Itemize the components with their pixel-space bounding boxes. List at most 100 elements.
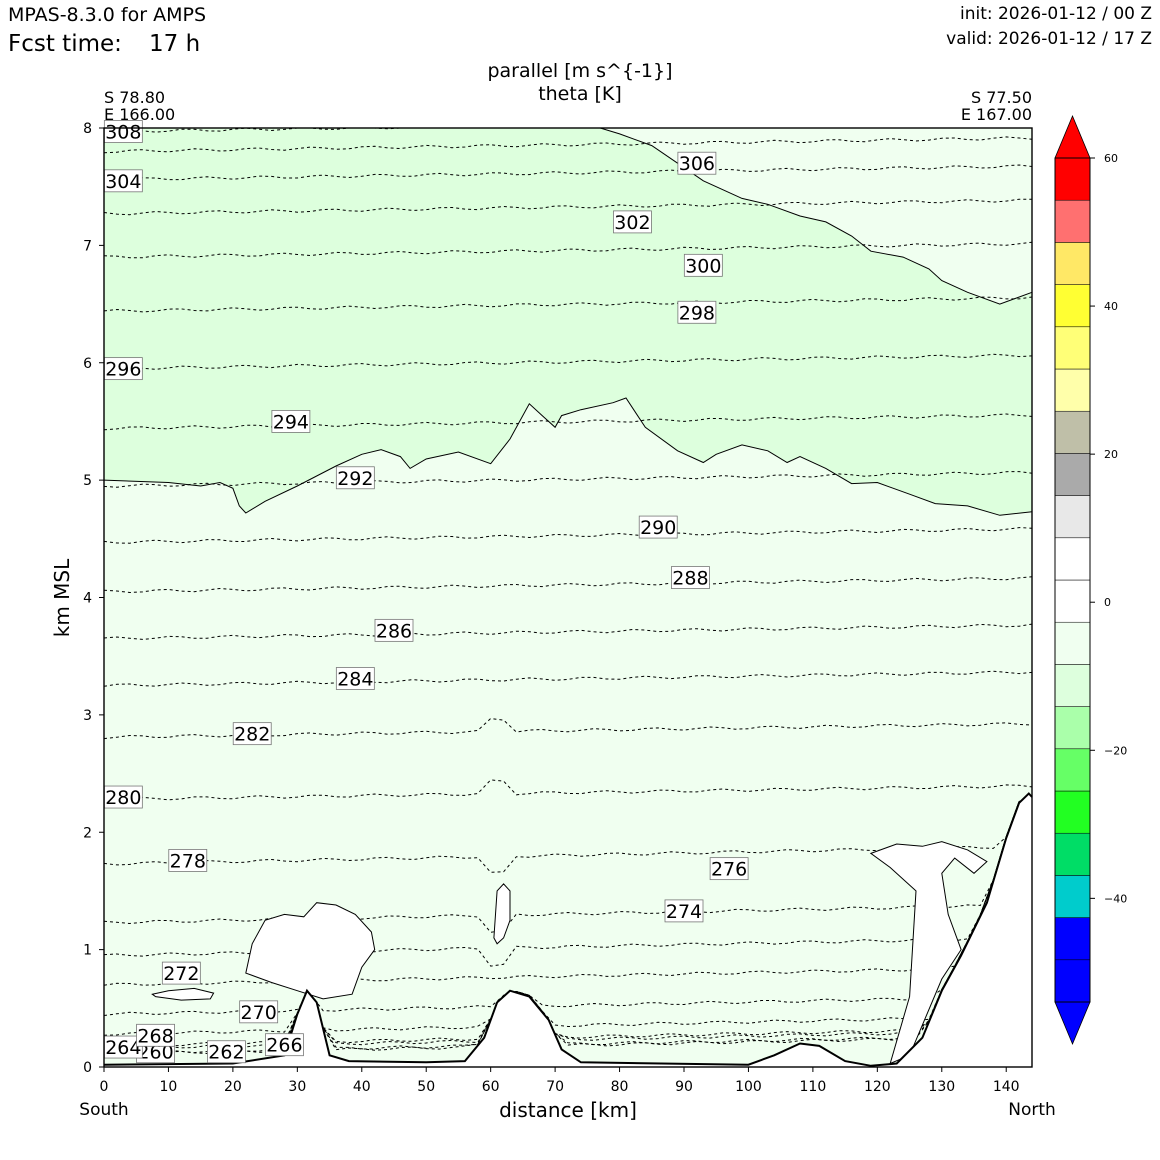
colorbar-tick-label--20: −20	[1104, 744, 1127, 757]
colorbar-band-10	[1054, 453, 1091, 496]
start-lon-label: E 166.00	[104, 105, 176, 124]
wind-contour-cell-2	[151, 987, 215, 1001]
theta-label-268: 268	[137, 1025, 173, 1047]
x-tick-label-30: 30	[288, 1079, 306, 1095]
colorbar-band-30	[1054, 284, 1091, 328]
y-tick-label-5: 5	[83, 473, 92, 489]
y-tick-label-6: 6	[83, 356, 92, 372]
theta-contour-274	[103, 795, 1033, 967]
theta-label-box-270	[239, 1000, 279, 1024]
end-lat-label: S 77.50	[970, 88, 1032, 107]
colorbar-band-35	[1054, 242, 1091, 285]
x-axis-label: distance [km]	[499, 1098, 637, 1122]
colorbar-band--30	[1054, 790, 1091, 834]
theta-contour-280	[103, 779, 1033, 802]
colorbar-band--10	[1054, 621, 1091, 665]
theta-label-box-276	[709, 857, 749, 881]
fcst-time-value: 17 h	[149, 31, 201, 57]
theta-label-266: 266	[266, 1035, 302, 1057]
colorbar-over-arrow	[1054, 114, 1091, 159]
y-tick-label-3: 3	[83, 708, 92, 724]
theta-label-304: 304	[105, 171, 141, 193]
end-lon-label: E 167.00	[960, 105, 1032, 124]
theta-label-box-266	[265, 1033, 304, 1057]
x-tick-label-80: 80	[611, 1079, 629, 1095]
theta-contour-262	[104, 795, 1033, 1054]
theta-label-280: 280	[105, 787, 141, 809]
wind-band-medium	[104, 128, 1032, 516]
theta-label-270: 270	[241, 1002, 277, 1024]
theta-label-306: 306	[679, 153, 715, 175]
y-tick-label-8: 8	[83, 121, 92, 137]
axis-ticks: 0 10 20 30 40 50 60 70 80 90 100 110 120 130 140 0 1 2 3 4 5…	[83, 121, 1020, 1095]
y-tick-label-7: 7	[83, 238, 92, 254]
x-tick-label-120: 120	[864, 1079, 891, 1095]
theta-label-294: 294	[273, 411, 309, 433]
start-lat-label: S 78.80	[104, 88, 166, 107]
theta-contour-282	[103, 717, 1033, 740]
x-tick-label-100: 100	[735, 1079, 762, 1095]
colorbar-band--45	[1054, 917, 1091, 961]
x-tick-label-0: 0	[100, 1079, 109, 1095]
colorbar-band-5	[1054, 495, 1091, 539]
theta-label-box-272	[161, 961, 201, 985]
colorbar-tick-label-20: 20	[1104, 448, 1118, 461]
colorbar-band-0	[1054, 537, 1091, 581]
theta-label-box-278	[168, 849, 208, 872]
theta-label-box-286	[374, 618, 414, 642]
terrain-layer	[103, 792, 1033, 1067]
theta-label-302: 302	[614, 212, 650, 234]
x-tick-label-20: 20	[224, 1079, 242, 1095]
terrain-fill	[104, 793, 1032, 1067]
theta-label-298: 298	[679, 302, 715, 324]
colorbar-band--50	[1054, 959, 1091, 1003]
colorbar-band--25	[1054, 748, 1091, 792]
theta-label-box-274	[664, 899, 704, 923]
theta-contour-266	[103, 795, 1033, 1048]
valid-time: valid: 2026-01-12 / 17 Z	[946, 29, 1152, 49]
wind-contour-layer	[103, 127, 1033, 1065]
x-tick-label-10: 10	[160, 1079, 178, 1095]
theta-label-276: 276	[711, 859, 747, 881]
theta-label-box-306	[677, 151, 717, 175]
theta-label-box-290	[638, 515, 678, 539]
colorbar-tick-label-60: 60	[1104, 152, 1118, 165]
y-tick-label-0: 0	[83, 1060, 92, 1076]
x-tick-label-50: 50	[417, 1079, 435, 1095]
theta-label-262: 262	[208, 1042, 244, 1064]
theta-label-box-300	[683, 253, 723, 277]
colorbar-under-arrow	[1054, 1001, 1091, 1046]
theta-label-282: 282	[234, 724, 270, 746]
theta-label-box-268	[136, 1023, 175, 1047]
theta-contour-276	[103, 795, 1033, 933]
theta-label-286: 286	[376, 620, 412, 642]
x-tick-label-70: 70	[546, 1079, 564, 1095]
colorbar-band--5	[1054, 579, 1091, 623]
colorbar-band-15	[1054, 410, 1091, 454]
wind-contour-cell-3	[493, 883, 511, 945]
theta-label-box-294	[271, 410, 311, 433]
theta-label-layer: 260 262 264 266 268 270 272 274 276 278 280 282 284 2…	[103, 120, 749, 1064]
theta-label-274: 274	[666, 901, 702, 923]
x-tick-label-40: 40	[353, 1079, 371, 1095]
theta-contour-268	[103, 795, 1033, 1036]
south-label: South	[79, 1100, 129, 1120]
terrain-outline	[103, 792, 1033, 1067]
x-tick-label-130: 130	[928, 1079, 955, 1095]
y-tick-label-1: 1	[83, 943, 92, 959]
theta-label-box-302	[613, 210, 652, 234]
wind-contour-cell-1	[245, 902, 376, 1000]
wind-fill-layer	[104, 128, 1032, 1067]
theta-label-292: 292	[337, 468, 373, 490]
theta-label-300: 300	[685, 255, 721, 277]
y-tick-label-4: 4	[83, 591, 92, 607]
colorbar-tick-label-0: 0	[1104, 596, 1111, 609]
init-time: init: 2026-01-12 / 00 Z	[959, 4, 1152, 24]
theta-label-260: 260	[137, 1042, 173, 1064]
wind-contour-cell-4	[869, 841, 988, 1065]
theta-label-box-292	[335, 466, 375, 490]
colorbar: 60 40 20 0 −20 −40	[1054, 114, 1127, 1046]
fcst-time-label: Fcst time:	[8, 31, 122, 57]
colorbar-band-45	[1054, 157, 1091, 201]
